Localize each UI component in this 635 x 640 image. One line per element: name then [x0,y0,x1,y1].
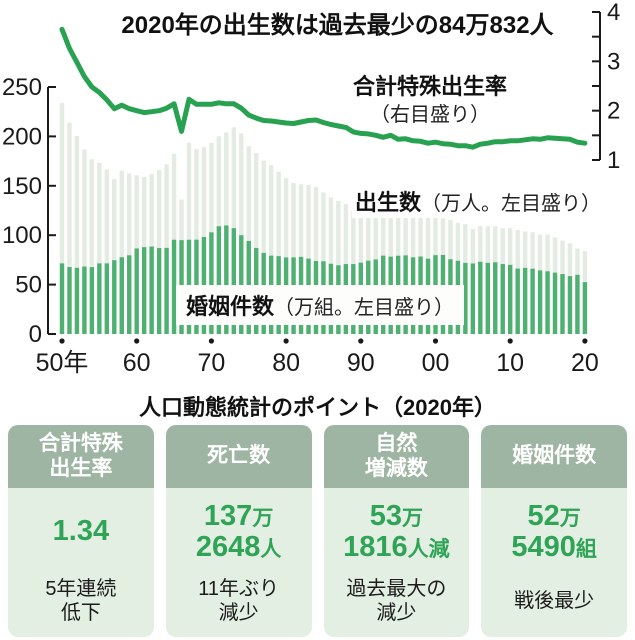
card-fertility-rate-title: 合計特殊 出生率 [8,425,154,488]
fertility-rate-line [59,26,588,150]
card-fertility-rate-value: 1.34 [52,515,110,548]
card-natural-change-note: 過去最大の 減少 [346,578,447,624]
x-axis-label: 20 [571,349,599,377]
x-axis-label: 70 [197,349,225,377]
card-deaths-note: 11年ぶり 減少 [198,578,279,624]
x-axis-label: 80 [272,349,300,377]
page-title: 2020年の出生数は過去最少の84万832人 [121,12,554,39]
x-axis: 50年 60 70 80 90 00 10 20 [36,338,599,377]
card-deaths-title: 死亡数 [165,425,312,488]
card-deaths: 死亡数 137万 2648人 11年ぶり 減少 [165,425,312,637]
right-axis-label: 1 [607,147,620,174]
card-fertility-rate: 合計特殊 出生率 1.34 5年連続 低下 [8,425,154,637]
legend-fertility-rate: 合計特殊出生率 （右目盛り） [330,74,530,127]
card-marriages-note: 戦後最少 [514,590,595,612]
left-axis-label: 50 [15,272,42,299]
x-tick-dot [507,338,513,344]
legend-births-label: 出生数 [355,190,422,215]
left-axis [47,86,56,335]
left-axis-label: 200 [2,123,42,150]
card-fertility-rate-note: 5年連続 低下 [45,578,117,624]
card-natural-change-value: 53万 1816人減 [343,499,450,563]
left-axis-label: 150 [2,173,42,200]
card-marriages-value: 52万 5490組 [511,499,597,563]
x-axis-label: 60 [123,349,151,377]
x-tick-dot [59,338,65,344]
card-marriages: 婚姻件数 52万 5490組 戦後最少 [481,425,627,637]
legend-fertility-rate-axis-note: （右目盛り） [370,104,490,127]
card-natural-change: 自然 増減数 53万 1816人減 過去最大の 減少 [323,425,470,637]
right-axis-label: 2 [607,98,620,125]
x-axis-label: 50年 [36,349,89,377]
card-natural-change-title: 自然 増減数 [323,425,470,488]
x-axis-label: 00 [422,349,450,377]
x-tick-dot [208,338,214,344]
legend-births-axis-note: （万人。左目盛り） [421,193,602,215]
section-title: 人口動態統計のポイント（2020年） [139,395,496,420]
x-axis-label: 10 [496,349,524,377]
right-axis-label: 3 [607,48,620,75]
card-marriages-title: 婚姻件数 [481,425,627,488]
left-axis-label: 0 [29,321,42,348]
x-tick-dot [432,338,439,344]
x-axis-label: 90 [347,349,375,377]
x-tick-dot [582,338,588,344]
stat-cards: 合計特殊 出生率 1.34 5年連続 低下 死亡数 137万 2648人 11年ぶ… [8,425,627,637]
right-axis [592,11,601,161]
legend-marriages: 婚姻件数（万組。左目盛り） [176,285,465,325]
right-axis-label: 4 [607,0,620,26]
x-tick-dot [283,338,289,344]
legend-births: 出生数（万人。左目盛り） [352,184,605,218]
legend-fertility-rate-label: 合計特殊出生率 [352,74,507,99]
legend-marriages-label: 婚姻件数 [186,294,275,319]
x-tick-dot [134,338,140,344]
x-tick-dot [358,338,364,344]
left-axis-label: 100 [2,222,42,249]
legend-marriages-axis-note: （万組。左目盛り） [274,297,455,319]
left-axis-label: 250 [2,74,42,101]
card-deaths-value: 137万 2648人 [195,499,282,563]
